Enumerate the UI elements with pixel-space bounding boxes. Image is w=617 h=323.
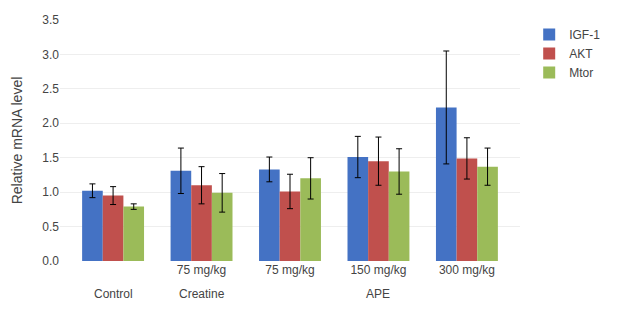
svg-text:APE: APE — [366, 287, 390, 301]
svg-text:Mtor: Mtor — [569, 66, 593, 80]
svg-text:150 mg/kg: 150 mg/kg — [350, 263, 406, 277]
svg-text:AKT: AKT — [569, 47, 593, 61]
svg-text:Relative mRNA level: Relative mRNA level — [9, 77, 25, 205]
svg-text:1.0: 1.0 — [42, 185, 59, 199]
svg-text:75 mg/kg: 75 mg/kg — [265, 263, 314, 277]
svg-text:1.5: 1.5 — [42, 151, 59, 165]
svg-text:Control: Control — [94, 287, 133, 301]
svg-text:Creatine: Creatine — [179, 287, 225, 301]
svg-text:0.5: 0.5 — [42, 220, 59, 234]
svg-text:300 mg/kg: 300 mg/kg — [439, 263, 495, 277]
svg-text:3.5: 3.5 — [42, 13, 59, 27]
svg-text:75 mg/kg: 75 mg/kg — [177, 263, 226, 277]
svg-text:3.0: 3.0 — [42, 48, 59, 62]
svg-text:IGF-1: IGF-1 — [569, 28, 600, 42]
svg-text:0.0: 0.0 — [42, 254, 59, 268]
svg-text:2.5: 2.5 — [42, 82, 59, 96]
svg-text:2.0: 2.0 — [42, 116, 59, 130]
